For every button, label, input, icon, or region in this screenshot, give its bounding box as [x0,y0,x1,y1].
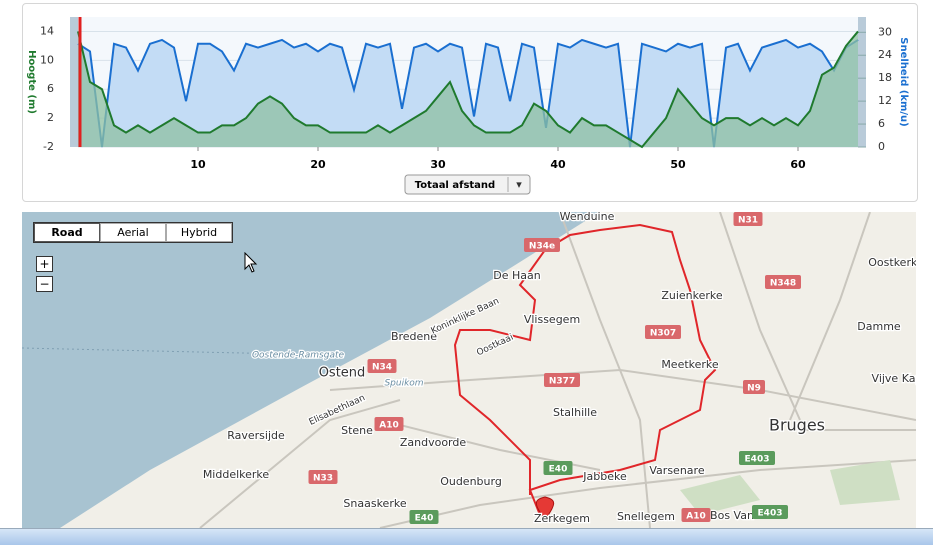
aerial-button[interactable]: Aerial [100,223,166,242]
x-tick-label: 20 [310,158,326,171]
chart-panel [22,3,918,202]
place-label: Snellegem [617,510,675,523]
road-shield [367,359,397,373]
zoom-out[interactable]: − [36,276,53,292]
y2-tick-label: 24 [878,48,892,61]
place-label: Vlissegem [524,313,580,326]
x-tick-label: 50 [670,158,686,171]
road-label: A10 [379,421,399,431]
place-label: Bruges [769,416,825,435]
road-label: N34e [529,242,555,252]
distance-dropdown[interactable] [404,174,531,195]
roads [199,212,916,528]
place-label: Middelkerke [203,468,270,481]
y-tick-label: 14 [40,24,54,37]
place-label: Oostende-Ramsgate [252,351,345,361]
road-label: N31 [738,216,758,226]
place-label: Bos Van [710,509,754,522]
x-tick-label: 30 [430,158,446,171]
scrollbar[interactable] [0,528,933,545]
y-tick-label: 10 [40,53,54,66]
road-shield [733,212,763,226]
road-label: N33 [313,474,333,484]
series-area [78,31,858,148]
chart: Hoogte (m) Snelheid (km/u) Totaal afstan… [26,17,909,195]
road-label: E403 [758,509,783,519]
road-button[interactable]: Road [34,223,100,242]
road-label: N307 [650,329,676,339]
road-label: N377 [549,377,575,387]
place-label: Oudenburg [440,475,502,488]
place-label: Damme [857,320,901,333]
road-label: N9 [747,384,761,394]
place-label: Wenduine [560,212,615,223]
y2-axis-title: Snelheid (km/u) [898,37,909,126]
place-label: Vijve Kap [872,372,916,385]
y2-tick-label: 18 [878,71,892,84]
mouse-cursor [244,252,258,273]
y-tick-label: 2 [47,111,54,124]
place-label: Ostend [319,366,366,381]
y2-tick-label: 12 [878,94,892,107]
series-line [77,38,859,148]
ferry-line [22,347,331,356]
place-label: Jabbeke [582,470,627,483]
map[interactable]: Wenduine De Haan Vlissegem Zuienkerke Breden… [22,212,916,528]
road-shield [543,461,573,475]
place-label: Stalhille [553,406,597,419]
road-shield [524,238,560,252]
place-label: De Haan [493,269,540,282]
y-axis-title: Hoogte (m) [26,50,37,114]
hybrid-button[interactable]: Hybrid [166,223,232,242]
road-label: A10 [686,512,706,522]
x-tick-label: 10 [190,158,206,171]
place-label: Oostkerke [868,256,916,269]
y2-tick-label: 0 [878,140,885,153]
road-label: E40 [415,514,434,524]
road-shield [743,380,765,394]
place-label: Raversijde [227,429,285,442]
parks [680,460,900,515]
zoom-in[interactable]: + [36,256,53,272]
road-shield [739,451,775,465]
place-label: Spuikom [384,379,423,389]
road-label: E403 [745,455,770,465]
road-label: N348 [770,279,796,289]
x-tick-label: 40 [550,158,566,171]
place-label: Varsenare [649,464,704,477]
sea [22,212,600,528]
y2-axis-band [858,17,866,147]
start-pin[interactable] [535,496,555,521]
place-label: Stene [341,424,373,437]
place-label: Snaaskerke [343,497,406,510]
road-shield [308,470,338,484]
road-shield [544,373,580,387]
x-tick-label: 60 [790,158,806,171]
place-label: Meetkerke [661,358,719,371]
y-axis-band [70,17,78,147]
route [453,223,717,516]
y2-tick-label: 30 [878,25,892,38]
place-label: Zuienkerke [661,289,723,302]
road-shield [409,510,439,524]
dropdown-arrow: ▾ [516,178,522,191]
dropdown-label: Totaal afstand [415,180,495,191]
road-shield [752,505,788,519]
road-label: E40 [549,465,568,475]
y2-tick-label: 6 [878,117,885,130]
series-line [77,30,859,149]
place-label: Bredene [391,330,437,343]
y-tick-label: -2 [43,140,54,153]
map-canvas: Wenduine De Haan Vlissegem Zuienkerke Breden… [22,212,916,528]
road-shield [765,275,801,289]
road-shield [374,417,404,431]
road-shield [681,508,711,522]
place-label: Zerkegem [534,512,590,525]
map-type-bar: Road Aerial Hybrid [33,222,233,243]
road-shield [645,325,681,339]
road-label: N34 [372,363,392,373]
y-tick-label: 6 [47,82,54,95]
place-label: Zandvoorde [400,436,467,449]
